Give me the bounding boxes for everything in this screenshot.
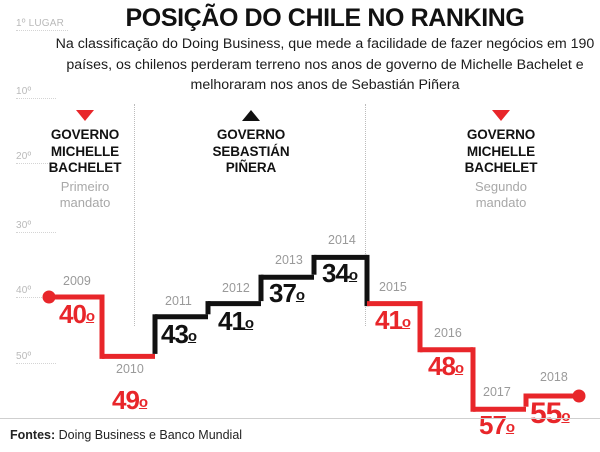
- axis-tick-label: 20º: [16, 151, 32, 162]
- axis-tick-10: 10º: [0, 86, 600, 100]
- rank-label: 43o: [161, 318, 197, 349]
- rank-label: 57o: [479, 410, 515, 441]
- annotation-line-1: GOVERNO: [50, 127, 120, 142]
- annotation-bachelet-second: GOVERNO MICHELLE BACHELET Segundo mandat…: [448, 110, 554, 212]
- annotation-sub-1: Primeiro: [60, 178, 110, 194]
- axis-tick-1: 1º LUGAR: [0, 18, 600, 32]
- page-subtitle: Na classificação do Doing Business, que …: [55, 36, 595, 93]
- axis-gridline: [16, 163, 56, 164]
- annotation-line-2: MICHELLE: [466, 143, 536, 159]
- rank-label: 48o: [428, 350, 464, 381]
- annotation-line-1: GOVERNO: [216, 127, 286, 142]
- axis-tick-30: 30º: [0, 220, 600, 234]
- footer-divider: [0, 418, 600, 419]
- year-label: 2010: [116, 362, 144, 377]
- year-label: 2009: [63, 274, 91, 288]
- rank-label: 55o: [530, 397, 571, 430]
- annotation-line-1: GOVERNO: [466, 127, 536, 142]
- axis-gridline: [16, 297, 56, 298]
- year-label: 2018: [540, 370, 568, 384]
- footer-text: Doing Business e Banco Mundial: [55, 428, 243, 442]
- annotation-bachelet-first: GOVERNO MICHELLE BACHELET Primeiro manda…: [32, 110, 138, 212]
- step-path-group: [49, 254, 579, 412]
- axis-tick-label: 40º: [16, 285, 32, 296]
- footer-source: Fontes: Doing Business e Banco Mundial: [10, 428, 242, 442]
- end-point-marker: [572, 389, 586, 403]
- year-label: 2014: [328, 233, 356, 248]
- axis-tick-20: 20º: [0, 151, 600, 165]
- annotation-line-3: BACHELET: [48, 160, 122, 175]
- axis-gridline: [16, 363, 56, 364]
- rank-label: 41o: [375, 304, 411, 335]
- annotation-pinera: GOVERNO SEBASTIÁN PIÑERA: [196, 110, 306, 177]
- section-divider-1: [134, 104, 135, 326]
- triangle-down-icon: [492, 110, 510, 121]
- rank-label: 41o: [218, 305, 254, 336]
- annotation-sub-1: Segundo: [474, 178, 528, 194]
- axis-gridline: [16, 232, 56, 233]
- annotation-sub-2: mandato: [475, 195, 527, 210]
- annotation-line-3: PIÑERA: [225, 160, 277, 175]
- year-label: 2011: [165, 293, 192, 308]
- year-label: 2015: [379, 279, 407, 294]
- annotation-line-2: SEBASTIÁN: [212, 143, 290, 159]
- year-label: 2017: [483, 385, 511, 400]
- year-label: 2016: [434, 325, 462, 340]
- axis-gridline: [16, 98, 56, 99]
- footer-label: Fontes:: [10, 428, 56, 442]
- rank-label: 37o: [269, 278, 305, 309]
- rank-label: 34o: [322, 258, 358, 289]
- axis-tick-50: 50º: [0, 351, 600, 365]
- page-title: POSIÇÃO DO CHILE NO RANKING: [125, 4, 525, 32]
- axis-tick-label: 50º: [16, 351, 32, 362]
- axis-tick-label: 30º: [16, 220, 32, 231]
- annotation-sub-2: mandato: [59, 195, 111, 210]
- annotation-line-3: BACHELET: [464, 160, 538, 175]
- rank-label: 40o: [59, 299, 95, 329]
- section-divider-2: [365, 104, 366, 326]
- year-label: 2012: [222, 280, 250, 295]
- year-label: 2013: [275, 253, 303, 268]
- axis-tick-label: 10º: [16, 86, 32, 97]
- triangle-up-icon: [242, 110, 260, 121]
- axis-tick-label: 1º LUGAR: [16, 18, 65, 29]
- axis-gridline: [16, 30, 68, 31]
- annotation-line-2: MICHELLE: [50, 143, 120, 159]
- rank-label: 49o: [112, 385, 148, 416]
- axis-tick-40: 40º: [0, 285, 600, 299]
- triangle-down-icon: [76, 110, 94, 121]
- start-point-marker: [42, 290, 56, 304]
